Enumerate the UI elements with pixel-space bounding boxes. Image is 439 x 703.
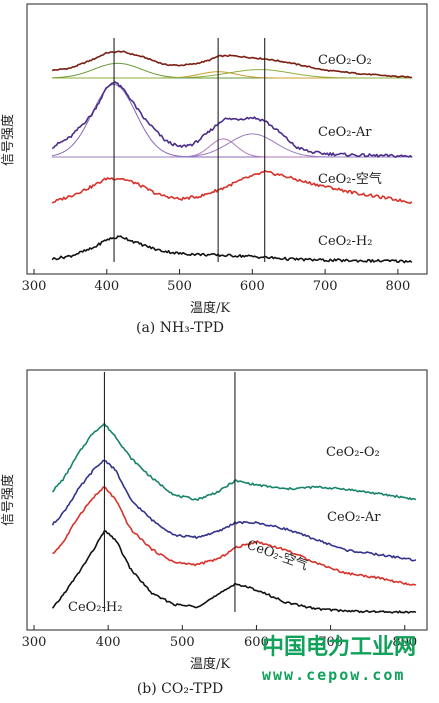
panel-b-series-line [52,486,417,586]
panel-a-fit-component [52,69,413,79]
panel-a-xtick-label: 400 [94,279,119,294]
panel-b-co2-tpd: 300 400 500 600 700 800 信号强度 温度/K (b) CO₂-TPD… [0,369,428,697]
panel-b-series-label: CeO₂-Ar [327,510,381,525]
panel-b-series-label: CeO₂-空气 [245,537,311,574]
panel-a-series-label: CeO₂-H₂ [318,234,372,249]
panel-b-xlabel: 温度/K [190,656,230,672]
panel-a-xtick-label: 300 [22,279,47,294]
panel-a-caption: (a) NH₃-TPD [136,320,224,336]
panel-b-xtick-label: 700 [318,635,343,650]
panel-b-xtick-label: 800 [392,635,417,650]
panel-b-series-label: CeO₂-H₂ [68,600,122,615]
panel-a-series-label: CeO₂-Ar [318,125,372,140]
panel-a-nh3-tpd: 300 400 500 600 700 800 信号强度 温度/K (a) NH₃-TPD… [0,3,428,336]
panel-b-caption: (b) CO₂-TPD [137,681,223,697]
panel-a-series-line [51,170,413,204]
panel-a-fit-component [52,133,413,158]
panel-a-xtick-label: 700 [313,279,338,294]
panel-a-series-label: CeO₂-空气 [318,171,382,187]
panel-a-xtick-label: 800 [385,279,410,294]
watermark-title: 中国电力工业网 [262,635,416,660]
panel-a-frame [26,3,428,275]
panel-b-xtick-label: 300 [22,635,47,650]
panel-a-series-line [51,81,413,158]
panel-a-xtick-label: 600 [240,279,265,294]
panel-b-xtick-label: 500 [170,635,195,650]
panel-b-xtick-label: 400 [96,635,121,650]
panel-a-ylabel: 信号强度 [0,114,16,166]
panel-b-series-line [51,459,417,562]
panel-a-series-line [51,235,413,264]
watermark-url: www.cepow.com [262,666,405,684]
panel-a-xtick-label: 500 [167,279,192,294]
panel-b-frame [26,369,428,631]
panel-b-series-line [51,422,417,501]
panel-b-ylabel: 信号强度 [0,474,16,526]
panel-a-fit-component [52,83,413,158]
panel-b-series-label: CeO₂-O₂ [326,445,380,460]
panel-b-xtick-label: 600 [244,635,269,650]
panel-a-xlabel: 温度/K [190,300,230,316]
panel-a-series-line [51,50,413,79]
panel-a-series-label: CeO₂-O₂ [318,53,372,68]
panel-b-series-line [51,530,417,614]
